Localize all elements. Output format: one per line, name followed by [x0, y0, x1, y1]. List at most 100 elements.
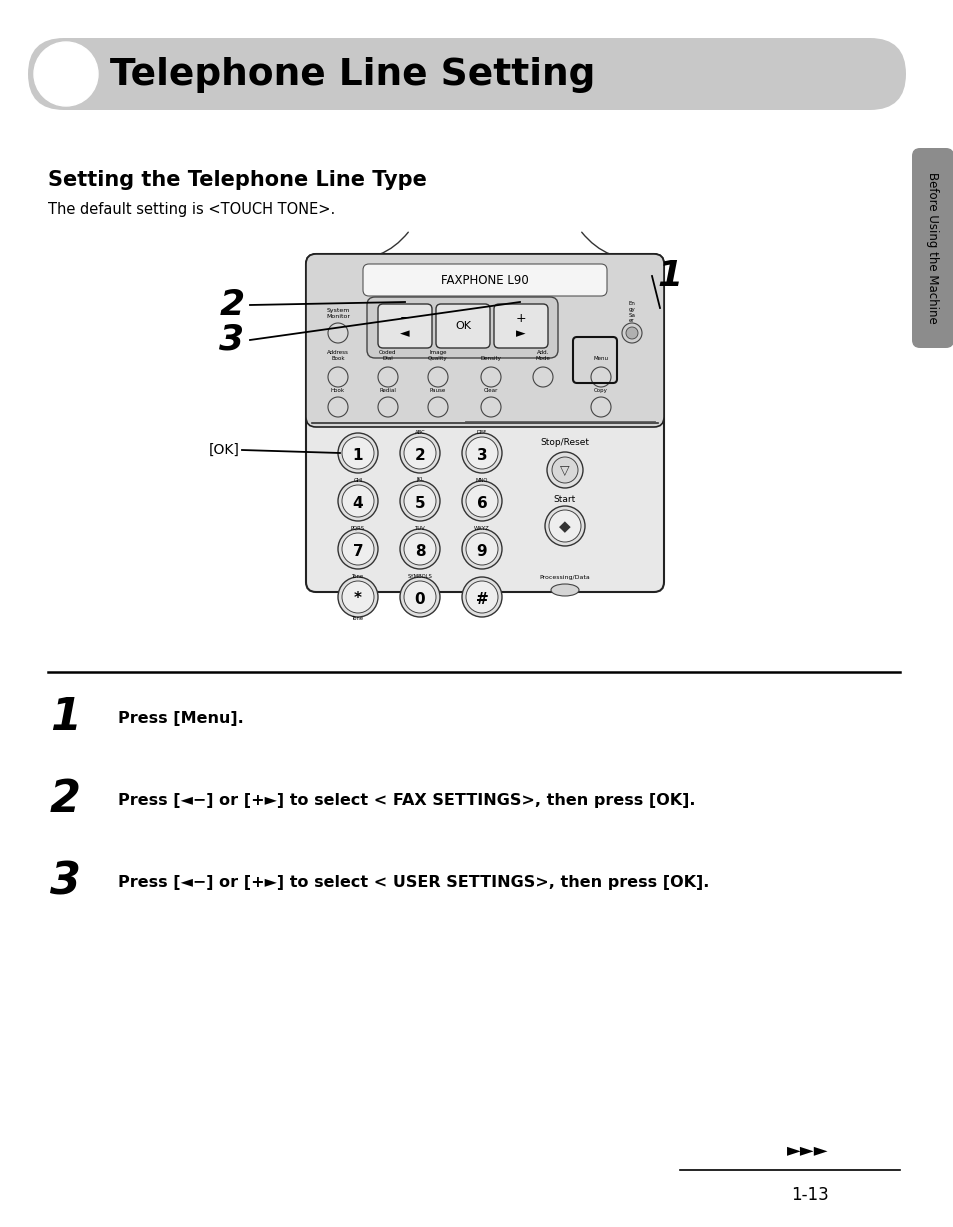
Text: Hook: Hook	[331, 388, 345, 393]
Circle shape	[465, 582, 497, 614]
Text: 9: 9	[476, 544, 487, 558]
Text: Density: Density	[480, 356, 501, 361]
FancyBboxPatch shape	[377, 304, 432, 348]
Text: FAXPHONE L90: FAXPHONE L90	[440, 274, 528, 286]
Circle shape	[590, 367, 610, 387]
FancyBboxPatch shape	[306, 254, 663, 427]
Text: *: *	[354, 591, 361, 606]
Circle shape	[480, 398, 500, 417]
Circle shape	[399, 577, 439, 617]
Circle shape	[480, 367, 500, 387]
Text: ►►►: ►►►	[786, 1141, 828, 1160]
Text: ◆: ◆	[558, 519, 570, 535]
Text: #: #	[476, 591, 488, 606]
Text: Telephone Line Setting: Telephone Line Setting	[110, 56, 595, 93]
FancyBboxPatch shape	[363, 264, 606, 296]
Text: 1: 1	[50, 697, 81, 740]
Circle shape	[341, 485, 374, 517]
FancyBboxPatch shape	[28, 38, 905, 110]
Text: Tone: Tone	[352, 616, 364, 622]
Circle shape	[337, 433, 377, 472]
Text: 1: 1	[657, 259, 681, 293]
Text: GHI: GHI	[353, 477, 362, 482]
Circle shape	[328, 367, 348, 387]
Circle shape	[590, 398, 610, 417]
Text: The default setting is <TOUCH TONE>.: The default setting is <TOUCH TONE>.	[48, 202, 335, 217]
Text: 7: 7	[353, 544, 363, 558]
Text: 6: 6	[476, 496, 487, 510]
Text: Address
Book: Address Book	[327, 350, 349, 361]
Text: OK: OK	[455, 321, 471, 331]
Text: System
Monitor: System Monitor	[326, 308, 350, 319]
Text: Image
Quality: Image Quality	[428, 350, 447, 361]
Text: Menu: Menu	[593, 356, 608, 361]
Text: Pause: Pause	[430, 388, 446, 393]
Text: ▽: ▽	[559, 465, 569, 477]
Text: Setting the Telephone Line Type: Setting the Telephone Line Type	[48, 171, 426, 190]
Circle shape	[461, 433, 501, 472]
Text: Processing/Data: Processing/Data	[539, 575, 590, 580]
Text: ABC: ABC	[415, 429, 425, 434]
Text: 2: 2	[415, 448, 425, 463]
Circle shape	[403, 582, 436, 614]
FancyBboxPatch shape	[306, 254, 663, 591]
Text: SYMBOLS: SYMBOLS	[407, 573, 432, 578]
Text: Press [Menu].: Press [Menu].	[118, 710, 244, 725]
Text: Before Using the Machine: Before Using the Machine	[925, 172, 939, 324]
Text: Tone: Tone	[352, 573, 364, 578]
Text: DEF: DEF	[476, 429, 487, 434]
Text: PQRS: PQRS	[351, 525, 365, 530]
Text: −
◄: − ◄	[399, 312, 410, 340]
Text: 5: 5	[415, 496, 425, 510]
Text: Clear: Clear	[483, 388, 497, 393]
Circle shape	[428, 367, 448, 387]
Circle shape	[377, 367, 397, 387]
Text: En
gy
Sa
er: En gy Sa er	[628, 301, 635, 324]
FancyBboxPatch shape	[494, 304, 547, 348]
Circle shape	[465, 437, 497, 469]
Circle shape	[328, 323, 348, 344]
Ellipse shape	[551, 584, 578, 596]
Circle shape	[461, 577, 501, 617]
FancyBboxPatch shape	[367, 297, 558, 358]
FancyBboxPatch shape	[911, 148, 953, 348]
Text: 0: 0	[415, 591, 425, 606]
Circle shape	[625, 328, 638, 339]
Text: TUV: TUV	[415, 525, 425, 530]
Circle shape	[399, 481, 439, 521]
Circle shape	[403, 485, 436, 517]
Circle shape	[465, 533, 497, 564]
Circle shape	[403, 533, 436, 564]
Circle shape	[341, 437, 374, 469]
Circle shape	[403, 437, 436, 469]
Circle shape	[34, 42, 98, 106]
Text: +
►: + ►	[516, 312, 526, 340]
Text: JKL: JKL	[416, 477, 423, 482]
Circle shape	[328, 398, 348, 417]
Text: 8: 8	[415, 544, 425, 558]
Text: Add.
Mode: Add. Mode	[535, 350, 550, 361]
Circle shape	[621, 323, 641, 344]
Text: Redial: Redial	[379, 388, 396, 393]
Text: Press [◄−] or [+►] to select < FAX SETTINGS>, then press [OK].: Press [◄−] or [+►] to select < FAX SETTI…	[118, 793, 695, 807]
Text: Copy: Copy	[594, 388, 607, 393]
Circle shape	[428, 398, 448, 417]
Text: Coded
Dial: Coded Dial	[379, 350, 396, 361]
Circle shape	[337, 481, 377, 521]
Text: 1: 1	[353, 448, 363, 463]
Text: 3: 3	[476, 448, 487, 463]
Text: Stop/Reset: Stop/Reset	[540, 438, 589, 447]
Circle shape	[461, 529, 501, 569]
Circle shape	[544, 506, 584, 546]
Text: 1-13: 1-13	[790, 1187, 828, 1204]
Text: [OK]: [OK]	[209, 443, 240, 456]
Circle shape	[377, 398, 397, 417]
Text: 2: 2	[219, 288, 244, 321]
Circle shape	[552, 456, 578, 483]
Circle shape	[341, 533, 374, 564]
Circle shape	[337, 577, 377, 617]
Text: 3: 3	[50, 860, 81, 903]
Circle shape	[341, 582, 374, 614]
Text: 3: 3	[219, 323, 244, 357]
Circle shape	[546, 452, 582, 488]
